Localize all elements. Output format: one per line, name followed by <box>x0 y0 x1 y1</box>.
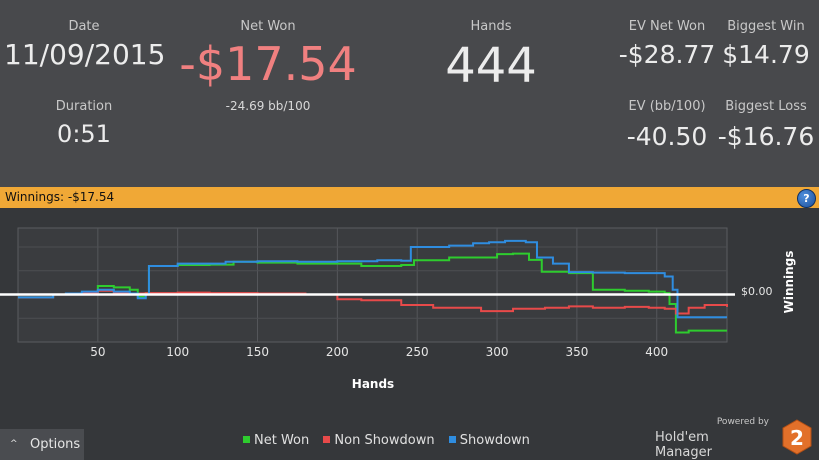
help-icon[interactable]: ? <box>797 189 816 208</box>
hands-label: Hands <box>470 19 512 34</box>
chart-legend: Net Won Non Showdown Showdown <box>243 433 540 448</box>
biggest-loss-stat: Biggest Loss -$16.76 <box>716 99 816 151</box>
holdem-manager-logo-icon: 2 <box>782 419 812 455</box>
biggest-win-stat: Biggest Win $14.79 <box>716 19 816 69</box>
net-won-stat: Net Won -$17.54 -24.69 bb/100 <box>168 19 368 113</box>
legend-swatch <box>448 436 456 443</box>
date-value: 11/09/2015 <box>4 38 166 71</box>
x-tick-labels: 50 100 150 200 250 300 350 400 <box>90 345 668 359</box>
series-line-net-won <box>18 252 727 334</box>
ev-net-won-stat: EV Net Won -$28.77 <box>612 19 722 69</box>
x-tick-label: 350 <box>565 345 588 359</box>
duration-label: Duration <box>55 99 113 114</box>
chart-series <box>18 239 728 334</box>
ev-net-won-label: EV Net Won <box>628 19 706 34</box>
plot-area <box>17 227 728 343</box>
net-won-value: -$17.54 <box>179 37 357 91</box>
ev-bb-value: -40.50 <box>626 122 708 151</box>
chart-grid <box>18 228 727 342</box>
x-tick-label: 50 <box>90 345 105 359</box>
logo-glyph: 2 <box>790 426 804 450</box>
powered-by-text: Powered by <box>716 417 769 427</box>
y-axis-title: Winnings <box>782 251 796 314</box>
caret-up-icon: ^ <box>10 439 18 449</box>
legend-item-showdown[interactable]: Showdown <box>448 433 530 448</box>
bottom-bar: ^ Options Net Won Non Showdown Showdown … <box>0 417 819 460</box>
brand-block: Powered by Hold'em Manager 2 <box>655 417 815 460</box>
options-button[interactable]: ^ Options <box>0 429 84 460</box>
x-tick-label: 300 <box>486 345 509 359</box>
ev-bb-stat: EV (bb/100) -40.50 <box>612 99 722 151</box>
brand-name: Hold'em Manager <box>655 430 712 460</box>
x-tick-label: 250 <box>406 345 429 359</box>
biggest-win-value: $14.79 <box>722 40 810 69</box>
duration-stat: Duration 0:51 <box>4 99 164 148</box>
x-tick-label: 150 <box>246 345 269 359</box>
legend-label: Showdown <box>459 433 530 448</box>
winnings-bar: Winnings: -$17.54 ? <box>0 187 819 208</box>
legend-item-net-won[interactable]: Net Won <box>243 433 309 448</box>
x-tick-label: 400 <box>645 345 668 359</box>
date-stat: Date 11/09/2015 <box>4 19 166 71</box>
biggest-loss-label: Biggest Loss <box>725 99 807 114</box>
net-won-label: Net Won <box>240 19 296 34</box>
date-label: Date <box>68 19 100 34</box>
stats-panel: Date 11/09/2015 Duration 0:51 Net Won -$… <box>0 0 819 187</box>
hands-value: 444 <box>445 38 537 94</box>
hands-stat: Hands 444 <box>411 19 571 96</box>
series-line-showdown <box>18 239 727 319</box>
net-won-bb: -24.69 bb/100 <box>225 99 311 113</box>
x-tick-label: 100 <box>166 345 189 359</box>
winnings-chart: 50 100 150 200 250 300 350 400 $0.00 Winnings H… <box>0 208 819 425</box>
options-label: Options <box>30 437 81 452</box>
winnings-label: Winnings: -$17.54 <box>5 190 115 204</box>
x-axis-title: Hands <box>352 377 394 391</box>
legend-label: Net Won <box>254 433 310 448</box>
chart-svg: 50 100 150 200 250 300 350 400 $0.00 Winnings H… <box>0 227 796 391</box>
legend-swatch <box>243 436 250 443</box>
ev-bb-label: EV (bb/100) <box>628 99 706 114</box>
zero-value-label: $0.00 <box>741 285 773 298</box>
legend-item-non-showdown[interactable]: Non Showdown <box>323 433 435 448</box>
duration-value: 0:51 <box>57 120 111 148</box>
legend-label: Non Showdown <box>334 433 435 448</box>
biggest-win-label: Biggest Win <box>727 19 805 34</box>
biggest-loss-value: -$16.76 <box>717 122 815 151</box>
x-tick-label: 200 <box>326 345 349 359</box>
ev-net-won-value: -$28.77 <box>618 40 716 69</box>
legend-swatch <box>323 436 331 443</box>
